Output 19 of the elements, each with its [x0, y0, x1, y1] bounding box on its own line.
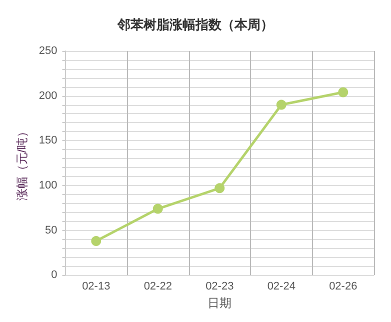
y-tick-label: 150: [38, 134, 58, 147]
x-axis-title: 日期: [208, 296, 232, 310]
y-tick-label: 0: [51, 269, 58, 282]
point: [91, 236, 102, 246]
y-axis-title: 涨幅（元/吨）: [15, 125, 29, 201]
point: [214, 183, 225, 194]
y-tick-label: 100: [38, 179, 58, 192]
point: [338, 87, 348, 98]
point: [152, 204, 163, 214]
x-tick-label: 02-13: [82, 280, 110, 293]
y-tick-label: 200: [38, 90, 58, 102]
x-tick-label: 02-24: [267, 280, 296, 293]
chart-title: 邻苯树脂涨幅指数（本周）: [116, 18, 274, 33]
x-tick-label: 02-22: [144, 280, 172, 293]
point: [276, 100, 286, 110]
y-tick-label: 250: [38, 45, 58, 57]
x-tick-label: 02-23: [206, 280, 234, 293]
x-tick-label: 02-26: [329, 280, 358, 293]
y-tick-label: 50: [45, 224, 58, 236]
